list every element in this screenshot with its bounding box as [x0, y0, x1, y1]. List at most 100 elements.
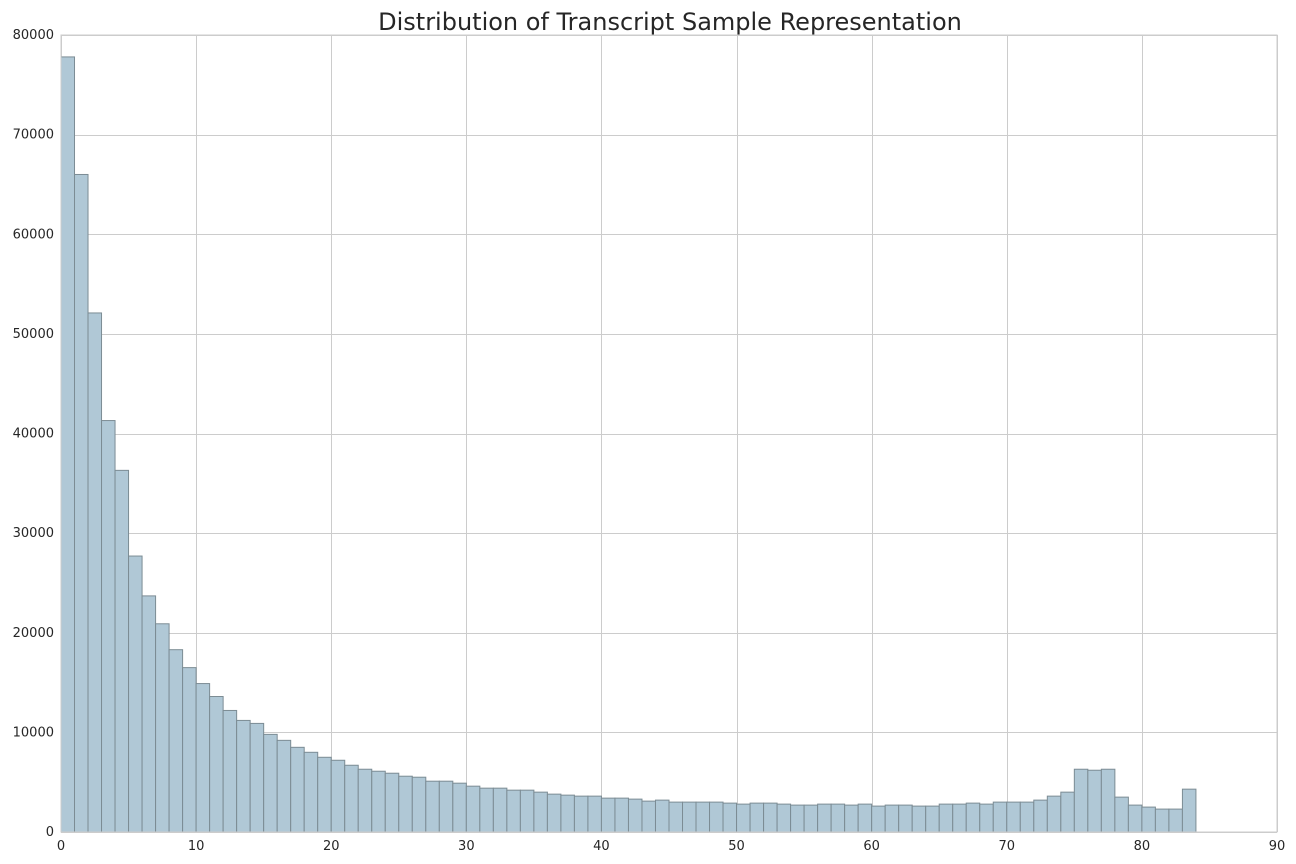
histogram-bar: [627, 798, 643, 833]
histogram-bar: [1141, 806, 1156, 833]
histogram-bar: [857, 803, 873, 833]
y-tick-label: 40000: [13, 427, 54, 442]
histogram-bar: [236, 719, 251, 833]
histogram-bar: [411, 776, 427, 833]
histogram-bar: [452, 782, 467, 833]
histogram-bar: [263, 733, 278, 833]
histogram-bar: [776, 803, 792, 833]
histogram-bar: [938, 803, 954, 833]
histogram-bar: [979, 803, 994, 833]
x-tick-label: 90: [1269, 839, 1286, 854]
x-tick-label: 50: [728, 839, 745, 854]
histogram-bar: [1033, 799, 1048, 833]
x-tick-label: 10: [188, 839, 205, 854]
histogram-bar: [87, 312, 103, 833]
y-tick-label: 50000: [13, 327, 54, 342]
histogram-bar: [425, 780, 440, 833]
histogram-bar: [506, 789, 521, 833]
histogram-bar: [600, 797, 616, 833]
histogram-bar: [155, 623, 170, 833]
y-tick-label: 80000: [13, 28, 54, 43]
histogram-bar: [249, 722, 265, 833]
histogram-bar: [222, 709, 238, 833]
histogram-bar: [1046, 795, 1062, 833]
histogram-bar: [965, 802, 981, 833]
histogram-bar: [560, 794, 575, 833]
y-tick-label: 0: [46, 825, 54, 840]
x-tick-label: 40: [593, 839, 610, 854]
histogram-bar: [60, 56, 76, 833]
histogram-bar: [195, 683, 211, 833]
histogram-bar: [925, 805, 940, 833]
histogram-bar: [1100, 768, 1116, 833]
histogram-bar: [114, 469, 130, 833]
histogram-bar: [844, 804, 859, 833]
histogram-bar: [303, 751, 319, 833]
histogram-bar: [830, 803, 846, 833]
histogram-bar: [101, 420, 116, 833]
histogram-bar: [952, 803, 967, 833]
histogram-bar: [330, 759, 346, 833]
histogram-bar: [546, 793, 562, 833]
x-tick-label: 30: [458, 839, 475, 854]
histogram-bar: [74, 173, 89, 833]
histogram-bars: [60, 56, 1197, 833]
y-tick-label: 70000: [13, 128, 54, 143]
x-tick-label: 80: [1134, 839, 1151, 854]
histogram-bar: [1168, 808, 1183, 833]
histogram-bar: [1019, 801, 1035, 833]
grid-lines: [61, 35, 1278, 833]
histogram-bar: [763, 802, 778, 833]
histogram-bar: [1114, 796, 1129, 833]
histogram-bar: [709, 801, 724, 833]
histogram-bar: [817, 803, 832, 833]
histogram-bar: [357, 768, 373, 833]
y-axis-ticks: 0 10000 20000 30000 40000 50000 60000 70000 8000…: [13, 28, 54, 840]
histogram-bar: [654, 799, 670, 833]
histogram-bar: [1087, 769, 1102, 833]
histogram-bar: [384, 772, 400, 833]
histogram-bar: [1073, 768, 1089, 833]
histogram-bar: [668, 801, 684, 833]
histogram-bar: [1060, 791, 1075, 833]
x-tick-label: 70: [999, 839, 1016, 854]
histogram-bar: [290, 746, 305, 833]
histogram-bar: [492, 787, 508, 833]
histogram-bar: [1127, 804, 1143, 833]
histogram-bar: [573, 795, 589, 833]
histogram-bar: [871, 805, 886, 833]
histogram-bar: [1006, 801, 1021, 833]
histogram-bar: [1154, 808, 1170, 833]
histogram-bar: [465, 785, 481, 833]
histogram-bar: [276, 739, 292, 833]
chart-title: Distribution of Transcript Sample Repres…: [378, 8, 962, 36]
x-tick-label: 60: [863, 839, 880, 854]
histogram-bar: [641, 800, 656, 833]
histogram-bar: [736, 803, 751, 833]
histogram-bar: [168, 649, 184, 833]
y-tick-label: 30000: [13, 526, 54, 541]
y-tick-label: 60000: [13, 227, 54, 242]
histogram-bar: [992, 801, 1008, 833]
histogram-bar: [438, 780, 454, 833]
histogram-bar: [898, 804, 913, 833]
histogram-bar: [479, 787, 494, 833]
histogram-bar: [371, 770, 386, 833]
y-tick-label: 20000: [13, 626, 54, 641]
x-axis-ticks: 0 10 20 30 40 50 60 70 80 90: [57, 839, 1285, 854]
histogram-bar: [884, 804, 900, 833]
histogram-bar: [533, 791, 548, 833]
histogram-bar: [344, 764, 359, 833]
histogram-bar: [695, 801, 711, 833]
x-tick-label: 20: [323, 839, 340, 854]
histogram-bar: [722, 802, 738, 833]
histogram-bar: [614, 797, 629, 833]
histogram-bar: [749, 802, 765, 833]
histogram-bar: [141, 595, 157, 833]
histogram-bar: [790, 804, 805, 833]
histogram-bar: [682, 801, 697, 833]
histogram-bar: [911, 805, 927, 833]
histogram-bar: [128, 555, 143, 833]
x-tick-label: 0: [57, 839, 65, 854]
